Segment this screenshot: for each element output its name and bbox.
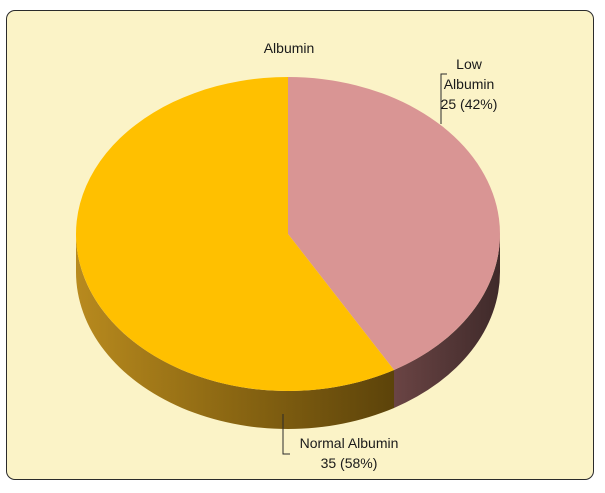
- chart-area: Albumin Low Albumin 25 (42%) Normal Albu…: [6, 10, 594, 480]
- pie-slice-low-albumin: [288, 77, 500, 370]
- pie-side-normal-albumin: [76, 234, 394, 429]
- leader-line-normal: [282, 414, 290, 455]
- pie-side-low-albumin: [394, 234, 500, 408]
- pie-slice-normal-albumin: [76, 77, 394, 392]
- leader-line-low: [440, 73, 447, 124]
- data-label-normal-value: 35 (58%): [321, 455, 378, 471]
- data-label-low-line2: Albumin: [444, 76, 495, 92]
- data-label-low-line1: Low: [456, 56, 483, 72]
- chart-title: Albumin: [264, 40, 315, 56]
- data-label-normal-line1: Normal Albumin: [300, 435, 399, 451]
- data-label-low-value: 25 (42%): [441, 96, 498, 112]
- pie-chart: Albumin Low Albumin 25 (42%) Normal Albu…: [76, 40, 500, 471]
